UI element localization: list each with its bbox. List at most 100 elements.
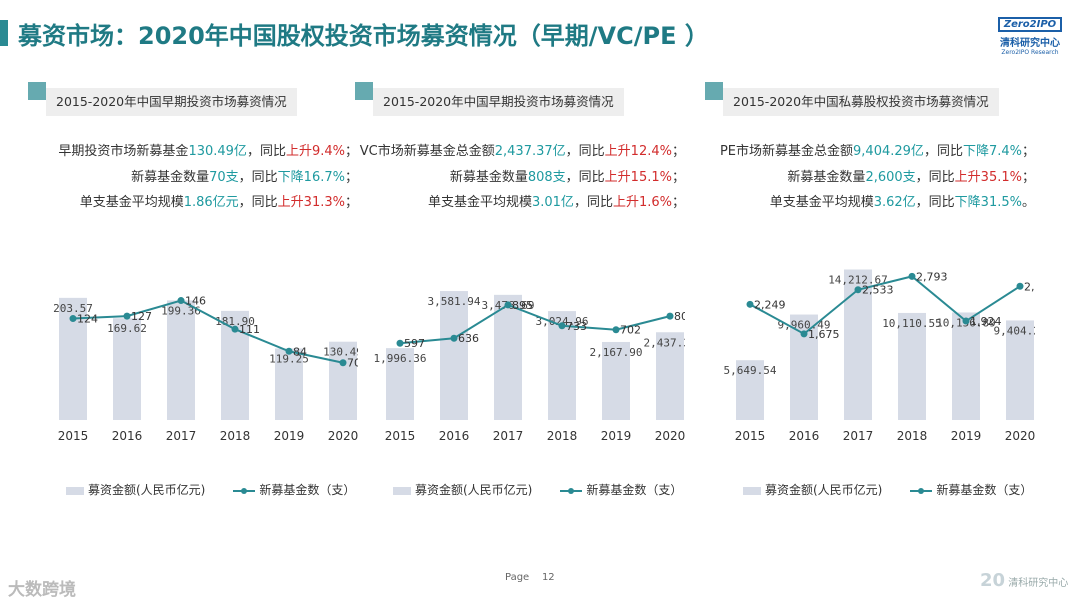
summary-segment: ，同比: [573, 195, 613, 210]
panel-early: 2015-2020年中国早期投资市场募资情况早期投资市场新募基金130.49亿，…: [28, 78, 363, 508]
panel-title: 2015-2020年中国早期投资市场募资情况: [46, 88, 297, 116]
chart-legend: 募资金额(人民币亿元) 新募基金数（支）: [66, 481, 355, 498]
legend-line-swatch: [233, 487, 256, 494]
summary-segment: PE市场新募基金总金额: [719, 144, 854, 159]
summary-segment: 9,404.29亿: [853, 144, 924, 159]
summary-segment: ，同比: [565, 144, 605, 159]
line-point: [504, 301, 512, 309]
x-tick-label: 2017: [166, 429, 197, 443]
x-tick-label: 2016: [789, 429, 820, 443]
x-tick-label: 2019: [951, 429, 982, 443]
line-label: 597: [404, 337, 425, 350]
line-point: [612, 326, 620, 334]
zero2ipo-logo: Zero2IPO 清科研究中心 Zero2IPO Research: [995, 12, 1065, 56]
line-label: 111: [239, 323, 260, 336]
page-label: Page: [505, 572, 530, 583]
line-point: [231, 325, 239, 333]
summary-segment: 单支基金平均规模: [427, 195, 532, 210]
legend-line-swatch: [560, 487, 583, 494]
line-label: 2,600: [1024, 280, 1035, 293]
x-tick-label: 2017: [843, 429, 874, 443]
x-tick-label: 2018: [220, 429, 251, 443]
legend-line-swatch: [910, 487, 933, 494]
summary-segment: 130.49亿: [188, 144, 247, 159]
x-tick-label: 2015: [58, 429, 89, 443]
line-point: [177, 297, 185, 305]
summary-segment: 单支基金平均规模: [769, 195, 874, 210]
legend-bar-label: 募资金额(人民币亿元): [765, 483, 883, 497]
summary-segment: ，同比: [238, 195, 278, 210]
legend-bar-label: 募资金额(人民币亿元): [88, 483, 206, 497]
line-point: [69, 315, 77, 323]
bar-label: 169.62: [107, 322, 147, 335]
summary-segment: ；: [671, 195, 685, 210]
summary-segment: ；: [671, 170, 685, 185]
x-tick-label: 2018: [547, 429, 578, 443]
legend-line-label: 新募基金数（支）: [936, 483, 1033, 497]
bar-2019: [602, 341, 630, 420]
bar-2016: [440, 291, 468, 420]
line-point: [558, 322, 566, 330]
line-label: 702: [620, 324, 641, 337]
line-point: [339, 359, 347, 367]
x-tick-label: 2018: [897, 429, 928, 443]
summary-segment: 上升35.1%: [954, 170, 1022, 185]
bar-2015: [386, 348, 414, 420]
x-tick-label: 2020: [1005, 429, 1035, 443]
summary-segment: 3.62亿: [873, 195, 916, 210]
bar-label: 130.49: [323, 346, 358, 359]
summary-segment: 下降7.4%: [962, 144, 1022, 159]
summary-line: 新募基金数量808支，同比上升15.1%；: [450, 166, 685, 185]
footer-brand-text: 清科研究中心: [1008, 578, 1069, 589]
x-tick-label: 2017: [493, 429, 524, 443]
summary-line: 早期投资市场新募基金130.49亿，同比上升9.4%；: [58, 140, 358, 159]
line-point: [450, 334, 458, 342]
combo-chart: 5,649.5420159,960.49201614,212.67201710,…: [724, 269, 1035, 443]
summary-segment: ，同比: [238, 170, 278, 185]
summary-segment: ，同比: [915, 170, 955, 185]
summary-segment: ，同比: [923, 144, 963, 159]
page-number-value: 12: [541, 572, 555, 583]
line-label: 2,533: [862, 284, 894, 297]
panel-title: 2015-2020年中国早期投资市场募资情况: [373, 88, 624, 116]
line-series: [399, 303, 671, 345]
summary-segment: 2,600支: [865, 170, 916, 185]
x-tick-label: 2015: [385, 429, 416, 443]
page-title: 募资市场：2020年中国股权投资市场募资情况（早期/VC/PE ）: [18, 22, 709, 50]
summary-segment: 上升9.4%: [285, 144, 345, 159]
line-label: 636: [458, 332, 479, 345]
panel-title-block: 2015-2020年中国私募股权投资市场募资情况: [705, 78, 1025, 118]
bar-label: 9,404.29: [994, 324, 1035, 337]
bar-label: 199.36: [161, 304, 201, 317]
x-tick-label: 2019: [601, 429, 632, 443]
summary-segment: 新募基金数量: [787, 170, 866, 185]
bar-2019: [952, 312, 980, 420]
summary-segment: 新募基金数量: [449, 170, 528, 185]
summary-segment: 下降31.5%: [954, 195, 1022, 210]
line-point: [285, 347, 293, 355]
bar-2017: [844, 269, 872, 420]
line-label: 84: [293, 345, 307, 358]
line-label: 146: [185, 295, 206, 308]
summary-segment: ；: [344, 144, 358, 159]
bar-label: 3,581.94: [428, 295, 481, 308]
legend-bar-swatch: [743, 486, 761, 495]
summary-line: 单支基金平均规模3.62亿，同比下降31.5%。: [770, 191, 1035, 210]
summary-line: 单支基金平均规模1.86亿元，同比上升31.3%；: [80, 191, 358, 210]
summary-line: 新募基金数量70支，同比下降16.7%；: [131, 166, 358, 185]
chart-legend: 募资金额(人民币亿元) 新募基金数（支）: [743, 481, 1032, 498]
bar-2020: [656, 332, 684, 420]
summary-segment: ，同比: [246, 144, 286, 159]
line-point: [666, 312, 674, 320]
footer-20-logo: 20: [980, 570, 1006, 591]
line-label: 2,249: [754, 298, 786, 311]
legend-line-label: 新募基金数（支）: [586, 483, 683, 497]
summary-segment: ；: [344, 195, 358, 210]
line-label: 1,675: [808, 328, 840, 341]
summary-segment: ；: [1021, 144, 1035, 159]
page-number: Page 12: [505, 572, 555, 583]
bar-2018: [898, 312, 926, 420]
combo-chart: 1,996.3620153,581.9420163,476.6920173,02…: [374, 291, 685, 443]
panel-title-square: [705, 82, 723, 100]
line-point: [746, 300, 754, 308]
